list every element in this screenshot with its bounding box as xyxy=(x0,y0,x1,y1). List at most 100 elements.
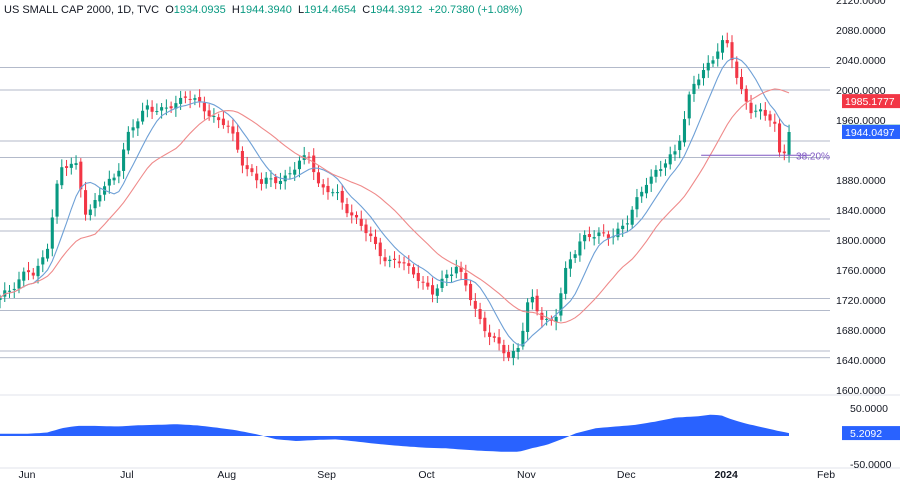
y-tick-label-6: 1840.0000 xyxy=(836,205,886,217)
candle-body-133 xyxy=(630,209,634,225)
ohlc-high: 1944.3940 xyxy=(239,4,292,16)
y-tick-label-8: 1760.0000 xyxy=(836,265,886,277)
candle-body-161 xyxy=(763,109,767,116)
candle-body-16 xyxy=(74,163,78,165)
candle-body-37 xyxy=(174,103,178,109)
candle-body-151 xyxy=(716,51,720,59)
candle-body-38 xyxy=(179,97,183,104)
candle-body-124 xyxy=(587,234,591,238)
osc-last-value-box xyxy=(842,426,900,441)
candle-body-76 xyxy=(359,218,363,226)
candle-body-157 xyxy=(744,88,748,102)
candle-body-86 xyxy=(407,263,411,266)
y-tick-label-9: 1720.0000 xyxy=(836,295,886,307)
candle-body-83 xyxy=(392,258,397,260)
candle-body-146 xyxy=(692,83,696,94)
candle-body-72 xyxy=(340,190,344,203)
x-tick-label-4: Oct xyxy=(418,469,434,481)
candle-body-30 xyxy=(141,110,145,122)
y-tick-label-2: 2040.0000 xyxy=(836,55,886,67)
candle-body-125 xyxy=(592,237,596,239)
candle-body-149 xyxy=(706,62,710,71)
candle-body-5 xyxy=(22,271,26,281)
candle-body-68 xyxy=(321,184,325,188)
y-tick-label-4: 1960.0000 xyxy=(836,115,886,127)
candle-body-46 xyxy=(217,117,221,121)
candle-body-100 xyxy=(473,300,477,309)
candle-body-70 xyxy=(331,192,335,194)
price-label-2: 1944.0497 xyxy=(845,127,895,139)
y-tick-label-10: 1680.0000 xyxy=(836,325,886,337)
candle-body-63 xyxy=(297,160,302,170)
candle-body-48 xyxy=(226,125,230,127)
candle-body-132 xyxy=(625,223,629,225)
candle-body-71 xyxy=(335,192,340,194)
candle-body-69 xyxy=(326,185,330,193)
candle-body-52 xyxy=(245,165,249,170)
y-tick-label-1: 2080.0000 xyxy=(836,25,886,37)
candle-body-92 xyxy=(435,288,439,296)
x-tick-label-7: 2024 xyxy=(714,469,738,481)
ohlc-open-label: O xyxy=(165,4,174,16)
candle-body-148 xyxy=(701,69,706,79)
candle-body-20 xyxy=(93,199,97,209)
candle-body-123 xyxy=(583,234,587,242)
candle-body-84 xyxy=(397,261,401,264)
y-tick-label-0: 2120.0000 xyxy=(836,0,886,7)
ma-slow-line xyxy=(0,88,790,324)
candle-body-73 xyxy=(345,204,349,214)
candle-body-54 xyxy=(255,173,259,181)
candle-body-136 xyxy=(644,184,648,194)
candle-body-115 xyxy=(545,318,549,320)
candle-body-128 xyxy=(606,234,610,239)
candle-body-55 xyxy=(259,179,263,184)
candle-body-32 xyxy=(150,106,154,112)
candle-body-77 xyxy=(364,224,368,234)
candle-body-24 xyxy=(112,177,116,181)
candle-body-36 xyxy=(169,106,173,109)
candle-body-154 xyxy=(730,42,734,61)
candle-body-119 xyxy=(564,267,568,294)
candle-body-61 xyxy=(288,173,292,175)
osc-last-value-label: 5.2092 xyxy=(850,428,882,440)
candle-body-67 xyxy=(316,172,321,184)
candle-body-60 xyxy=(283,175,287,182)
candle-body-9 xyxy=(41,257,45,265)
candle-body-41 xyxy=(193,98,197,100)
candle-body-118 xyxy=(559,293,563,316)
ohlc-close: 1944.3912 xyxy=(370,4,423,16)
candle-body-94 xyxy=(445,274,449,278)
candle-body-109 xyxy=(516,347,520,352)
candle-body-95 xyxy=(450,274,454,276)
candle-body-2 xyxy=(7,290,12,292)
candle-body-105 xyxy=(497,337,501,344)
candle-body-44 xyxy=(207,110,211,117)
ohlc-open: 1934.0935 xyxy=(173,4,226,16)
x-tick-label-6: Dec xyxy=(617,469,636,481)
y-tick-label-12: 1600.0000 xyxy=(836,385,886,397)
candle-body-90 xyxy=(426,282,430,287)
candle-body-113 xyxy=(535,295,539,312)
candle-body-78 xyxy=(369,233,373,237)
candle-body-112 xyxy=(530,296,534,303)
candle-body-102 xyxy=(483,317,487,332)
price-label-0: 1985.1777 xyxy=(845,96,895,108)
candle-body-39 xyxy=(183,96,187,98)
candle-body-89 xyxy=(421,281,425,283)
candle-body-7 xyxy=(31,272,35,276)
candle-body-79 xyxy=(373,236,378,245)
candle-body-163 xyxy=(773,121,777,124)
candle-body-150 xyxy=(711,60,715,64)
ohlc-low: 1914.4654 xyxy=(304,4,357,16)
candle-body-130 xyxy=(616,228,620,238)
candle-body-65 xyxy=(307,156,311,158)
candle-body-35 xyxy=(164,107,168,109)
candle-body-96 xyxy=(454,266,458,274)
candle-body-156 xyxy=(739,77,744,90)
candle-body-66 xyxy=(312,155,316,173)
fib-level-label: 38.20% xyxy=(796,151,830,162)
candle-body-6 xyxy=(26,270,31,273)
candle-body-103 xyxy=(488,332,492,337)
x-tick-label-5: Nov xyxy=(517,469,536,481)
